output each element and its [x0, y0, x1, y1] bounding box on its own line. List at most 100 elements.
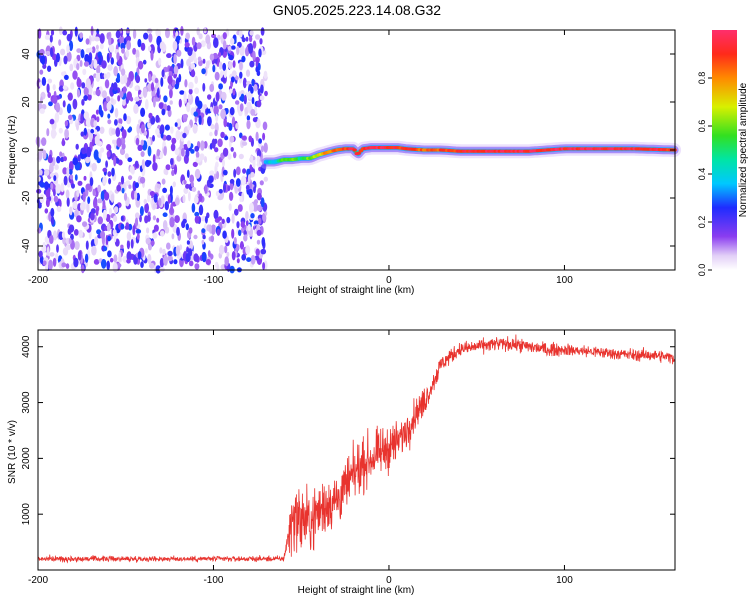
- noise-speck: [73, 257, 79, 268]
- noise-speck: [161, 69, 165, 78]
- noise-speck: [130, 239, 134, 249]
- x-tick-label: -200: [28, 275, 48, 286]
- noise-speck: [176, 226, 180, 236]
- noise-speck: [100, 190, 105, 202]
- noise-speck: [85, 38, 90, 45]
- noise-speck: [148, 33, 153, 43]
- noise-speck: [256, 70, 261, 77]
- noise-speck: [169, 88, 173, 99]
- noise-speck: [87, 93, 92, 101]
- noise-speck: [240, 90, 245, 96]
- noise-speck: [174, 83, 179, 90]
- noise-speck: [126, 251, 132, 262]
- noise-speck: [137, 251, 142, 260]
- noise-speck: [102, 167, 108, 173]
- noise-speck: [156, 217, 160, 223]
- noise-speck: [250, 213, 255, 219]
- noise-speck: [156, 148, 161, 157]
- noise-speck: [248, 135, 253, 143]
- noise-speck: [229, 179, 235, 184]
- noise-speck: [137, 38, 142, 48]
- noise-speck: [60, 182, 65, 193]
- noise-speck: [160, 77, 164, 87]
- noise-speck: [246, 257, 252, 262]
- x-tick-label: -100: [203, 575, 223, 586]
- noise-speck: [120, 42, 126, 50]
- noise-speck: [193, 253, 199, 262]
- noise-speck: [73, 229, 79, 236]
- noise-speck: [132, 225, 136, 236]
- noise-speck: [132, 29, 137, 39]
- noise-speck: [217, 216, 223, 221]
- noise-speck: [49, 34, 53, 43]
- noise-speck: [198, 33, 203, 40]
- noise-speck: [94, 135, 100, 146]
- noise-speck: [212, 64, 216, 73]
- noise-speck: [188, 81, 194, 90]
- noise-speck: [71, 183, 75, 189]
- noise-speck: [143, 32, 149, 40]
- noise-speck: [252, 117, 258, 123]
- noise-speck: [47, 65, 52, 72]
- noise-speck: [250, 171, 255, 178]
- noise-speck: [188, 191, 191, 202]
- noise-speck: [107, 250, 112, 258]
- noise-speck: [113, 82, 118, 91]
- noise-speck: [153, 224, 159, 232]
- noise-speck: [77, 180, 83, 186]
- noise-speck: [50, 215, 55, 226]
- noise-speck: [46, 128, 50, 137]
- noise-speck: [115, 30, 121, 39]
- noise-speck: [94, 236, 99, 246]
- noise-speck: [149, 262, 155, 269]
- noise-speck: [173, 65, 179, 75]
- noise-speck: [90, 25, 94, 36]
- noise-speck: [130, 190, 136, 200]
- noise-speck: [215, 91, 220, 102]
- noise-speck: [194, 168, 201, 179]
- noise-speck: [256, 204, 263, 212]
- noise-speck: [207, 94, 212, 100]
- noise-speck: [82, 221, 88, 228]
- noise-speck: [174, 148, 180, 156]
- noise-speck: [76, 215, 82, 223]
- noise-speck: [171, 79, 176, 88]
- noise-speck: [95, 109, 99, 115]
- noise-speck: [248, 35, 253, 43]
- noise-speck: [235, 123, 239, 130]
- noise-speck: [185, 183, 190, 189]
- noise-speck: [104, 191, 110, 201]
- noise-speck: [164, 201, 169, 211]
- noise-speck: [258, 217, 262, 225]
- noise-speck: [240, 221, 245, 228]
- noise-speck: [118, 118, 123, 125]
- noise-speck: [202, 82, 206, 92]
- noise-speck: [194, 211, 200, 217]
- noise-speck: [158, 57, 162, 66]
- noise-speck: [173, 164, 178, 175]
- noise-speck: [66, 103, 72, 114]
- snr-y-label: SNR (10 * v/v): [7, 420, 18, 484]
- noise-speck: [125, 28, 130, 34]
- x-tick-label: 100: [556, 275, 573, 286]
- noise-speck: [239, 61, 243, 71]
- noise-speck: [161, 108, 166, 116]
- noise-speck: [186, 169, 190, 178]
- noise-speck: [42, 260, 47, 266]
- noise-speck: [77, 250, 82, 261]
- noise-speck: [134, 85, 139, 92]
- noise-speck: [176, 35, 181, 41]
- noise-speck: [256, 229, 262, 236]
- noise-speck: [76, 89, 81, 98]
- snr-y-axis: 1000 2000 3000 4000: [21, 335, 675, 525]
- noise-speck: [224, 245, 228, 254]
- noise-speck: [42, 64, 47, 69]
- noise-speck: [160, 195, 165, 205]
- noise-speck: [84, 53, 90, 63]
- noise-speck: [198, 115, 202, 126]
- noise-speck: [224, 256, 229, 267]
- colorbar-tick-label: 0.6: [697, 120, 707, 133]
- noise-speck: [119, 90, 124, 98]
- noise-speck: [242, 168, 247, 174]
